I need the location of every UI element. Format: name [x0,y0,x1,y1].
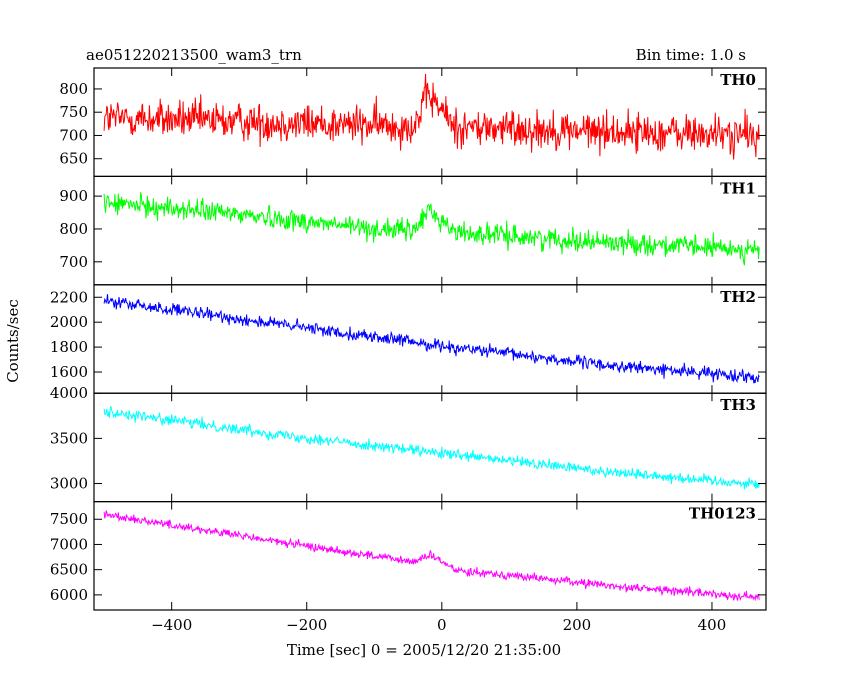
y-tick-label: 700 [59,253,88,271]
panel-th0: 650 700 750 800 TH0 [59,67,767,178]
y-tick-label: 4000 [50,384,88,402]
series-line-th3 [103,405,760,490]
panel-label-th3: TH3 [720,396,756,414]
y-axis-label: Counts/sec [4,299,22,383]
panel-frame [93,501,767,611]
y-tick-label: 3000 [50,475,88,493]
x-tick-label: −400 [151,616,192,634]
y-tick-label: 900 [59,187,88,205]
series-line-th0123 [103,509,760,602]
y-tick-label: 6000 [50,586,88,604]
panel-label-th0: TH0 [720,71,756,89]
y-tick-label: 2000 [50,313,88,331]
y-tick-label: 1600 [50,363,88,381]
y-tick-label: 6500 [50,561,88,579]
y-tick-label: 700 [59,126,88,144]
series-line-th1 [103,192,760,266]
x-tick-label: −200 [286,616,327,634]
panel-frame [93,284,767,394]
x-tick-label: 200 [563,616,592,634]
y-tick-label: 7000 [50,535,88,553]
panel-th2: 1600 1800 2000 2200 TH2 [50,284,767,394]
x-tick-label: 0 [437,616,447,634]
x-axis: −400 −200 0 200 400 [151,616,726,634]
panel-label-th1: TH1 [720,179,756,197]
panel-th0123: 6000 6500 7000 7500 TH0123 [50,501,767,611]
x-tick-label: 400 [698,616,727,634]
panel-frame [93,175,767,286]
panel-frame [93,67,767,178]
series-line-th2 [103,294,760,384]
panel-label-th2: TH2 [720,288,756,306]
panel-label-th0123: TH0123 [689,505,756,523]
panels-group: 650 700 750 800 TH0 700 800 900 TH1 1600 1800 2000 2… [50,67,767,611]
y-tick-label: 800 [59,80,88,98]
y-tick-label: 800 [59,220,88,238]
y-tick-label: 3500 [50,429,88,447]
series-line-th0 [103,73,760,160]
chart-title: ae051220213500_wam3_trn [86,46,302,64]
panel-th3: 3000 3500 4000 TH3 [50,384,767,503]
bin-time-label: Bin time: 1.0 s [636,46,746,64]
y-tick-label: 7500 [50,510,88,528]
y-tick-label: 1800 [50,338,88,356]
y-tick-label: 650 [59,150,88,168]
y-tick-label: 750 [59,103,88,121]
panel-frame [93,392,767,503]
x-axis-label: Time [sec] 0 = 2005/12/20 21:35:00 [287,641,561,659]
panel-th1: 700 800 900 TH1 [59,175,767,286]
y-tick-label: 2200 [50,288,88,306]
